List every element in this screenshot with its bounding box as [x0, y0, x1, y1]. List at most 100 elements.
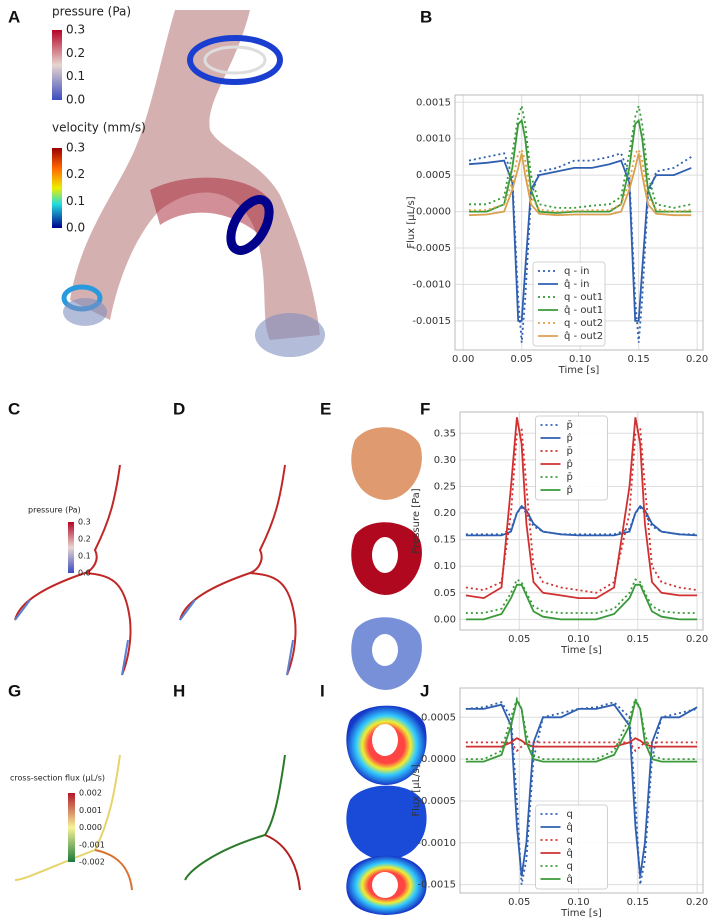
y-tick-label: 0.0005 [416, 170, 451, 181]
y-tick-label: 0.25 [434, 481, 456, 492]
y-tick-label: 0.00 [434, 614, 456, 625]
legend-label: q [567, 809, 573, 820]
legend-label: q̂ [567, 847, 573, 859]
colorbar-tick: 0.002 [79, 789, 102, 798]
colorbar [52, 148, 62, 228]
flux-trees [14, 754, 301, 891]
legend-label: p̄ [567, 420, 573, 431]
y-tick-label: 0.35 [434, 428, 456, 439]
legend-label: p̄ [567, 446, 573, 457]
legend-label: q [567, 861, 573, 872]
panel-label: H [173, 681, 185, 700]
y-tick-label: 0.30 [434, 455, 456, 466]
colorbar-tick: 0.2 [66, 167, 85, 181]
x-tick-label: 0.20 [686, 634, 708, 645]
series-line [465, 506, 698, 536]
colorbar-tick: 0.0 [66, 221, 85, 235]
series-line [465, 696, 698, 760]
x-tick-label: 0.05 [511, 354, 533, 365]
colorbar-tick: 0.3 [78, 518, 91, 527]
x-axis-label: Time [s] [560, 645, 602, 656]
legend-label: q - out1 [564, 292, 603, 303]
x-tick-label: 0.05 [508, 634, 530, 645]
pressure-trees [14, 464, 297, 676]
series-line [465, 583, 698, 621]
colorbar-tick: 0.3 [66, 141, 85, 155]
series-line [465, 701, 698, 885]
panel-label: C [8, 399, 20, 418]
legend-label: p̂ [567, 432, 573, 444]
panel-label: A [8, 7, 20, 26]
panel-label: B [420, 7, 432, 26]
panel-label: I [320, 681, 325, 700]
x-tick-label: 0.00 [452, 354, 474, 365]
colorbar-tick: 0.000 [79, 823, 102, 832]
panel-label: E [320, 399, 331, 418]
colorbar-tick: 0.2 [78, 535, 91, 544]
y-tick-label: 0.10 [434, 561, 456, 572]
legend-label: q̂ [567, 873, 573, 885]
plot-frame [459, 687, 704, 894]
x-axis-label: Time [s] [558, 365, 600, 376]
plot-frame [454, 94, 704, 351]
x-tick-label: 0.15 [627, 634, 649, 645]
y-tick-label: 0.05 [434, 588, 456, 599]
vessel-render [61, 10, 325, 357]
y-tick-label: -0.0015 [412, 316, 451, 327]
y-tick-label: -0.0005 [412, 243, 451, 254]
y-tick-label: -0.0005 [417, 796, 456, 807]
y-axis-label: Flux [µL/s] [411, 764, 422, 816]
colorbar-title: pressure (Pa) [52, 5, 131, 19]
colorbar-title: pressure (Pa) [28, 506, 81, 515]
colorbar-tick: 0.0 [78, 569, 91, 578]
colorbar-tick: 0.0 [66, 93, 85, 107]
plot-frame [459, 411, 704, 631]
series-line [465, 741, 698, 753]
series-line [469, 118, 692, 214]
series-line [469, 147, 692, 213]
colorbar-tick: -0.002 [79, 858, 105, 867]
colorbar-tick: 0.1 [66, 69, 85, 83]
legend-label: p̂ [567, 484, 573, 496]
y-tick-label: -0.0010 [417, 838, 456, 849]
colorbar-tick: 0.1 [66, 194, 85, 208]
y-tick-label: 0.0005 [421, 712, 456, 723]
panel-label: J [420, 681, 429, 700]
series-line [465, 578, 698, 614]
colorbar [52, 30, 62, 100]
x-tick-label: 0.20 [686, 354, 708, 365]
legend-label: q̂ - out1 [564, 304, 603, 316]
colorbar-tick: 0.001 [79, 806, 102, 815]
series-line [465, 417, 698, 600]
series-line [469, 105, 692, 209]
y-tick-label: 0.20 [434, 508, 456, 519]
series-line [468, 153, 692, 217]
colorbar-title: velocity (mm/s) [52, 121, 146, 135]
colorbar [68, 793, 75, 862]
colorbar-tick: -0.001 [79, 840, 105, 849]
x-tick-label: 0.15 [628, 354, 650, 365]
legend-box [532, 261, 606, 347]
colorbar [68, 522, 74, 573]
y-tick-label: -0.0015 [417, 880, 456, 891]
legend-label: q - in [564, 266, 589, 277]
legend-box [535, 804, 608, 890]
x-tick-label: 0.10 [567, 634, 589, 645]
y-tick-label: 0.0000 [421, 754, 456, 765]
legend-label: p̄ [567, 472, 573, 483]
legend-label: q̂ [567, 821, 573, 833]
series-line [465, 737, 698, 748]
y-axis-label: Flux [µL/s] [406, 196, 417, 248]
legend-label: p̂ [567, 458, 573, 470]
x-tick-label: 0.10 [569, 354, 591, 365]
flux-sections [346, 705, 427, 915]
series-line [465, 425, 698, 594]
x-tick-label: 0.20 [686, 897, 708, 908]
cross-sections [351, 427, 422, 690]
series-line [468, 159, 692, 322]
legend-label: q̂ - out2 [564, 330, 603, 342]
series-line [465, 504, 698, 537]
colorbar-title: cross-section flux (µL/s) [10, 774, 105, 783]
y-tick-label: 0.0010 [416, 134, 451, 145]
